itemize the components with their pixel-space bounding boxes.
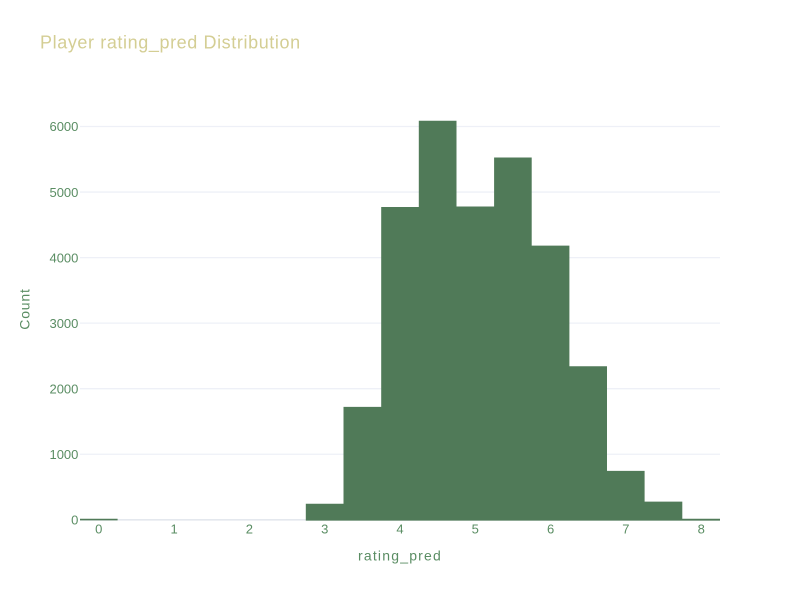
svg-text:5: 5 <box>472 522 479 537</box>
svg-text:0: 0 <box>95 522 102 537</box>
svg-text:1000: 1000 <box>49 447 78 462</box>
svg-text:3000: 3000 <box>49 316 78 331</box>
svg-text:2000: 2000 <box>49 381 78 396</box>
svg-text:3: 3 <box>321 522 328 537</box>
svg-text:2: 2 <box>246 522 253 537</box>
svg-text:6000: 6000 <box>49 119 78 134</box>
svg-text:7: 7 <box>622 522 629 537</box>
svg-text:5000: 5000 <box>49 185 78 200</box>
svg-text:0: 0 <box>71 513 78 528</box>
svg-text:rating_pred: rating_pred <box>358 548 442 564</box>
svg-text:8: 8 <box>698 522 705 537</box>
svg-text:1: 1 <box>170 522 177 537</box>
svg-text:6: 6 <box>547 522 554 537</box>
svg-text:Player rating_pred Distributio: Player rating_pred Distribution <box>40 33 301 54</box>
svg-text:Count: Count <box>17 288 33 329</box>
svg-text:4: 4 <box>396 522 403 537</box>
svg-text:4000: 4000 <box>49 250 78 265</box>
